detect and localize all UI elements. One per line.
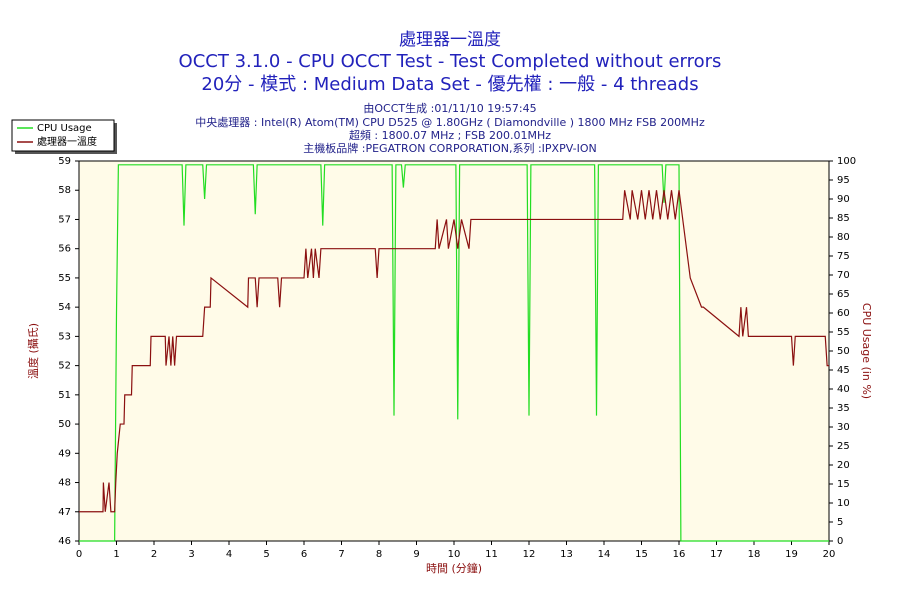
x-tick-label: 15 [635, 549, 648, 560]
x-tick-label: 12 [523, 549, 536, 560]
y-tick-label: 58 [58, 185, 71, 196]
y-axis-label: 溫度 (攝氏) [26, 323, 40, 379]
x-tick-label: 19 [785, 549, 798, 560]
y2-tick-label: 60 [837, 308, 850, 319]
y2-tick-label: 40 [837, 384, 850, 395]
y2-tick-label: 75 [837, 251, 850, 262]
y2-tick-label: 50 [837, 346, 850, 357]
info-line: 由OCCT生成 :01/11/10 19:57:45 [363, 101, 536, 115]
x-tick-label: 1 [113, 549, 119, 560]
x-tick-label: 11 [485, 549, 498, 560]
y2-tick-label: 5 [837, 517, 843, 528]
x-tick-label: 20 [823, 549, 836, 560]
y2-tick-label: 85 [837, 213, 850, 224]
x-tick-label: 2 [151, 549, 157, 560]
x-tick-label: 0 [76, 549, 82, 560]
y2-tick-label: 95 [837, 175, 850, 186]
y2-tick-label: 100 [837, 156, 856, 167]
y2-tick-label: 55 [837, 327, 850, 338]
plot-area [78, 160, 830, 542]
y2-tick-label: 35 [837, 403, 850, 414]
y-tick-label: 54 [58, 302, 71, 313]
x-tick-label: 13 [560, 549, 573, 560]
legend-box [11, 119, 115, 152]
y2-tick-label: 65 [837, 289, 850, 300]
y2-tick-label: 70 [837, 270, 850, 281]
y-tick-label: 55 [58, 273, 71, 284]
x-tick-label: 8 [376, 549, 382, 560]
data-line [79, 190, 829, 513]
x-tick-label: 17 [710, 549, 723, 560]
x-tick-label: 6 [301, 549, 307, 560]
y-tick-label: 48 [58, 478, 71, 489]
y-tick-label: 56 [58, 244, 71, 255]
x-tick-label: 14 [598, 549, 611, 560]
chart-title: 處理器一溫度 [399, 30, 501, 50]
y-tick-label: 53 [58, 331, 71, 342]
y2-tick-label: 30 [837, 422, 850, 433]
y2-tick-label: 90 [837, 194, 850, 205]
x-tick-label: 9 [413, 549, 419, 560]
legend-label: CPU Usage [37, 123, 92, 134]
x-tick-label: 16 [673, 549, 686, 560]
y-tick-label: 57 [58, 214, 71, 225]
legend-label: 處理器一溫度 [37, 135, 97, 148]
y2-tick-label: 20 [837, 460, 850, 471]
y-tick-label: 51 [58, 390, 71, 401]
y-tick-label: 59 [58, 156, 71, 167]
y2-tick-label: 0 [837, 536, 843, 547]
y2-tick-label: 25 [837, 441, 850, 452]
y-tick-label: 47 [58, 507, 71, 518]
x-tick-label: 18 [748, 549, 761, 560]
x-tick-label: 7 [338, 549, 344, 560]
info-line: 超頻 : 1800.07 MHz ; FSB 200.01MHz [349, 128, 551, 142]
data-line [79, 164, 829, 542]
subtitle: 20分 - 模式 : Medium Data Set - 優先權 : 一般 - … [201, 74, 698, 95]
x-axis-label: 時間 (分鐘) [426, 561, 482, 575]
y-tick-label: 49 [58, 448, 71, 459]
y2-tick-label: 80 [837, 232, 850, 243]
y2-tick-label: 15 [837, 479, 850, 490]
y-tick-label: 46 [58, 536, 71, 547]
y2-tick-label: 10 [837, 498, 850, 509]
x-tick-label: 5 [263, 549, 269, 560]
y-tick-label: 52 [58, 361, 71, 372]
y2-tick-label: 45 [837, 365, 850, 376]
x-tick-label: 3 [188, 549, 194, 560]
x-tick-label: 10 [448, 549, 461, 560]
y-tick-label: 50 [58, 419, 71, 430]
info-line: 主機板品牌 :PEGATRON CORPORATION,系列 :IPXPV-IO… [303, 141, 596, 155]
subtitle: OCCT 3.1.0 - CPU OCCT Test - Test Comple… [179, 51, 722, 72]
y2-axis-label: CPU Usage (in %) [860, 303, 873, 399]
info-line: 中央處理器 : Intel(R) Atom(TM) CPU D525 @ 1.8… [195, 115, 705, 129]
x-tick-label: 4 [226, 549, 232, 560]
